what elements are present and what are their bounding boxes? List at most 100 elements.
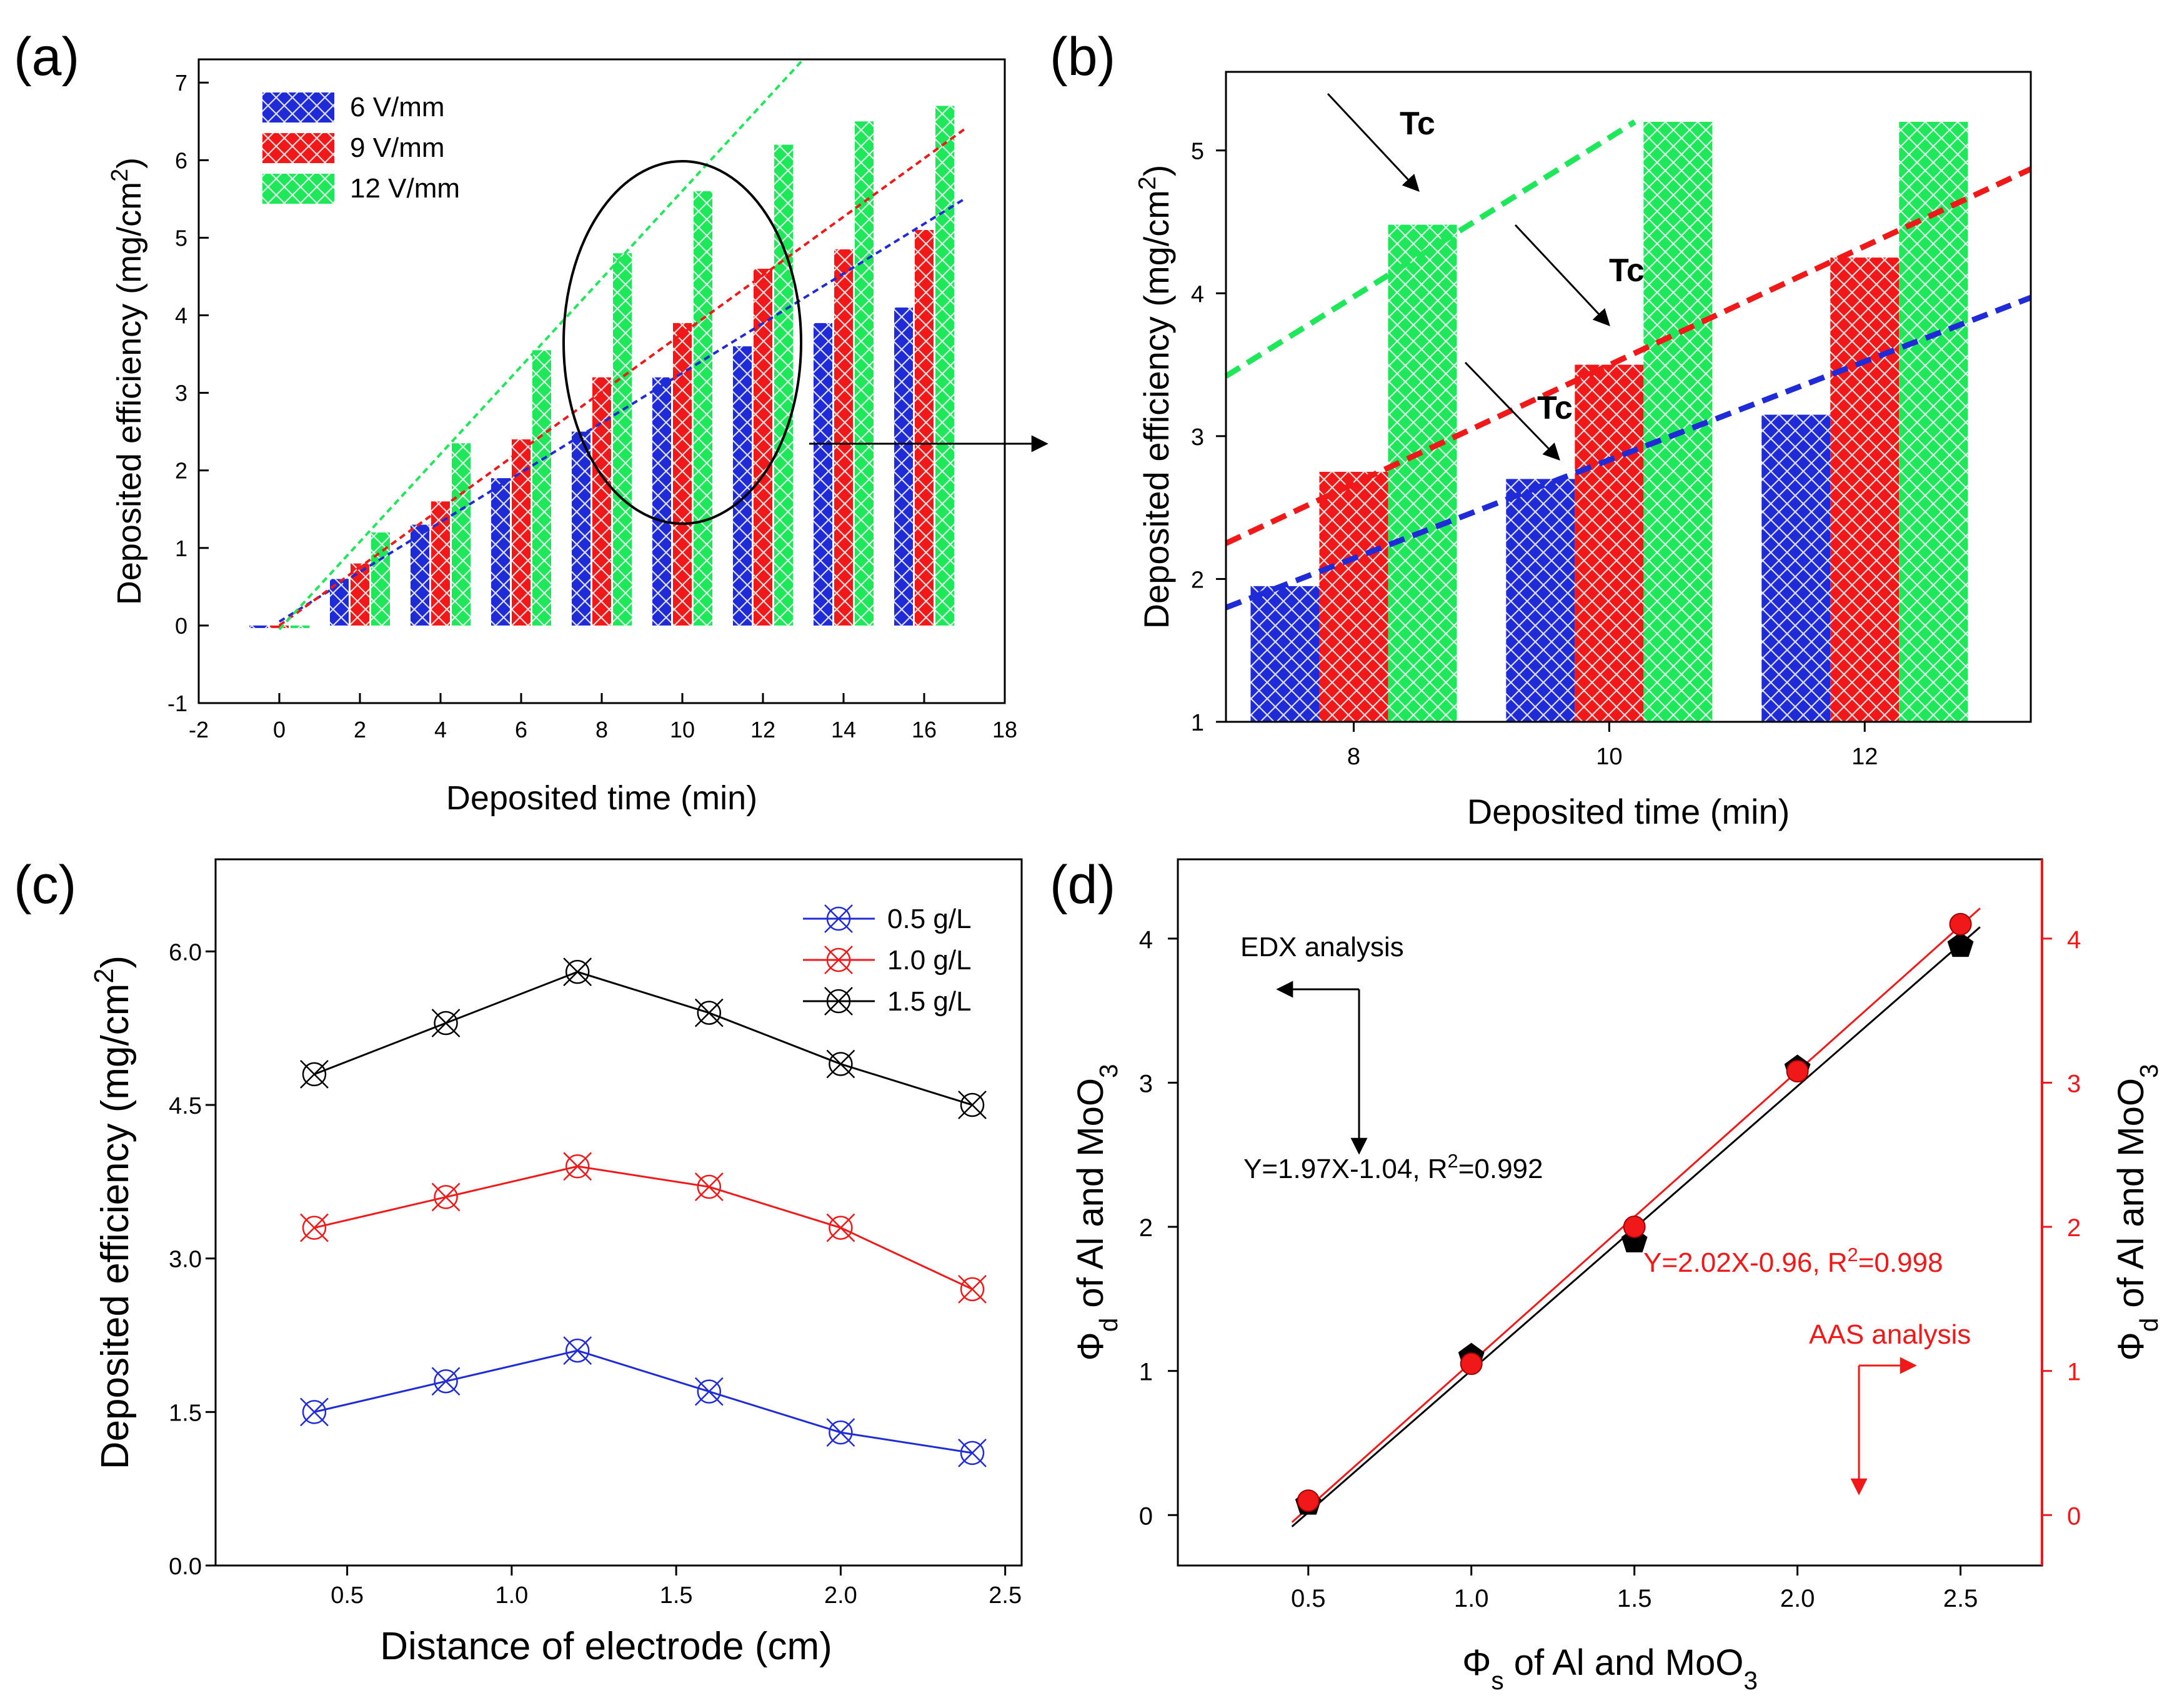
bar-a-green-3 [532,350,551,626]
fit-line-d-red [1291,907,1981,1523]
point-c-blue-3-cross-b [694,1377,724,1406]
point-c-blue-5 [958,1438,987,1467]
ytick-label-a-0: -1 [167,691,187,716]
annotation-edx-equation: Y=1.97X-1.04, R2=0.992 [1243,1150,1543,1185]
point-d-edx-4 [1947,932,1974,957]
point-d-aas-4 [1949,912,1972,936]
bar-a-blue-8 [894,307,913,626]
ylabel-left-d: Φd of Al and MoO3 [1070,1064,1123,1361]
point-d-aas-3 [1786,1060,1809,1082]
bar-b-red-1 [1575,364,1644,722]
point-c-red-0-ring [302,1216,327,1240]
tc-label-green: Tc [1400,106,1435,142]
point-c-blue-5-cross-b [958,1438,987,1467]
bar-a-blue-5 [652,377,671,626]
bar-a-red-4 [592,377,611,626]
legend-c-label-red: 1.0 g/L [887,945,972,976]
xlabel-b: Deposited time (min) [1467,792,1790,831]
bar-a-red-1 [351,563,369,626]
annotation-edx-label: EDX analysis [1240,932,1404,962]
xtick-label-a-9: 16 [912,717,937,742]
bar-a-red-2 [431,501,450,626]
trend-b-blue [1225,294,2032,611]
xtick-label-d-0: 0.5 [1291,1585,1326,1612]
ytick-right-label-d-2: 2 [2067,1214,2081,1242]
annotation-aas-equation: Y=2.02X-0.96, R2=0.998 [1643,1244,1943,1279]
point-d-aas-2 [1623,1216,1646,1239]
panel-d-chart: 0.5 1.0 1.5 2.0 2.5 0 1 2 3 4 0 1 2 3 4 Φs of Al and Mo… [1070,858,2163,1695]
point-c-blue-1-ring [434,1369,458,1394]
ytick-label-a-3: 2 [175,458,187,484]
bar-a-green-8 [935,106,954,626]
xtick-label-a-0: -2 [189,717,209,742]
ytick-label-a-4: 3 [175,381,187,406]
xtick-label-b-1: 10 [1596,744,1622,770]
ylabel-c: Deposited efficiency (mg/cm2) [89,956,137,1469]
xtick-label-d-3: 2.0 [1780,1585,1815,1612]
xtick-label-d-1: 1.0 [1454,1585,1489,1612]
legend-c-marker-red-ring [826,947,851,972]
xtick-label-b-2: 12 [1851,744,1878,770]
legend-a-label-green: 12 V/mm [350,173,460,204]
point-c-blue-3-ring [697,1379,722,1404]
point-c-blue-2-cross-b [563,1336,592,1365]
point-c-black-4-ring [829,1052,853,1076]
bar-a-blue-7 [814,322,832,626]
bar-a-green-4 [613,253,632,626]
trend-a-red [278,128,965,627]
bar-a-red-8 [915,230,934,626]
bar-b-green-0 [1388,224,1457,722]
line-c-red [314,1165,973,1291]
bar-a-blue-2 [411,524,429,626]
panel-label-d: (d) [1050,855,1115,915]
point-c-black-1 [431,1009,461,1037]
panel-b-frame [1225,71,2032,723]
ytick-label-a-6: 5 [175,225,187,251]
point-c-blue-1-cross-b [431,1367,461,1396]
tc-label-red: Tc [1609,252,1645,289]
tc-arrow-red [1514,224,1610,326]
bar-b-red-2 [1830,257,1900,722]
legend-c-marker-black-ring [826,989,851,1014]
point-c-red-3-cross-b [694,1172,724,1201]
legend-c-marker-blue-cross-b [824,904,853,933]
legend-c-marker-black-cross-b [824,987,853,1016]
bar-a-green-2 [452,443,471,626]
bar-a-green-5 [694,191,712,626]
point-c-red-5-ring [960,1277,985,1302]
point-c-red-1-ring [434,1185,458,1209]
ytick-label-c-1: 1.5 [169,1400,202,1426]
point-c-black-4 [826,1049,855,1079]
ytick-left-label-d-1: 1 [1139,1359,1153,1386]
xtick-label-d-2: 1.5 [1617,1585,1652,1612]
point-c-blue-0 [300,1397,329,1427]
point-c-red-4-cross-b [826,1213,855,1242]
ytick-label-b-3: 4 [1191,281,1204,307]
ytick-label-b-4: 5 [1191,139,1204,165]
point-c-black-3 [694,998,724,1027]
ytick-label-b-0: 1 [1191,710,1204,736]
ytick-label-a-5: 4 [175,303,187,329]
panel-label-c: (c) [14,855,76,915]
bar-a-blue-6 [733,346,752,626]
xtick-label-a-10: 18 [992,717,1017,742]
legend-a-label-blue: 6 V/mm [350,92,445,122]
point-c-red-4 [826,1213,855,1242]
ytick-left-label-d-0: 0 [1139,1502,1153,1530]
legend-c-marker-red-cross-b [824,946,853,974]
xlabel-d: Φs of Al and MoO3 [1462,1642,1758,1695]
ytick-left-label-d-2: 2 [1139,1214,1153,1242]
ytick-label-c-4: 6.0 [169,939,202,966]
line-c-black [314,971,973,1106]
xtick-label-a-4: 6 [515,717,527,742]
point-c-black-1-cross-b [431,1009,461,1037]
ytick-left-label-d-3: 3 [1139,1070,1153,1097]
ytick-right-label-d-3: 3 [2067,1070,2081,1097]
legend-c-label-black: 1.5 g/L [887,986,972,1017]
ytick-label-a-7: 6 [175,147,187,173]
bar-b-red-0 [1319,472,1388,722]
xtick-label-c-2: 1.5 [660,1582,693,1609]
xtick-label-c-3: 2.0 [824,1582,857,1609]
